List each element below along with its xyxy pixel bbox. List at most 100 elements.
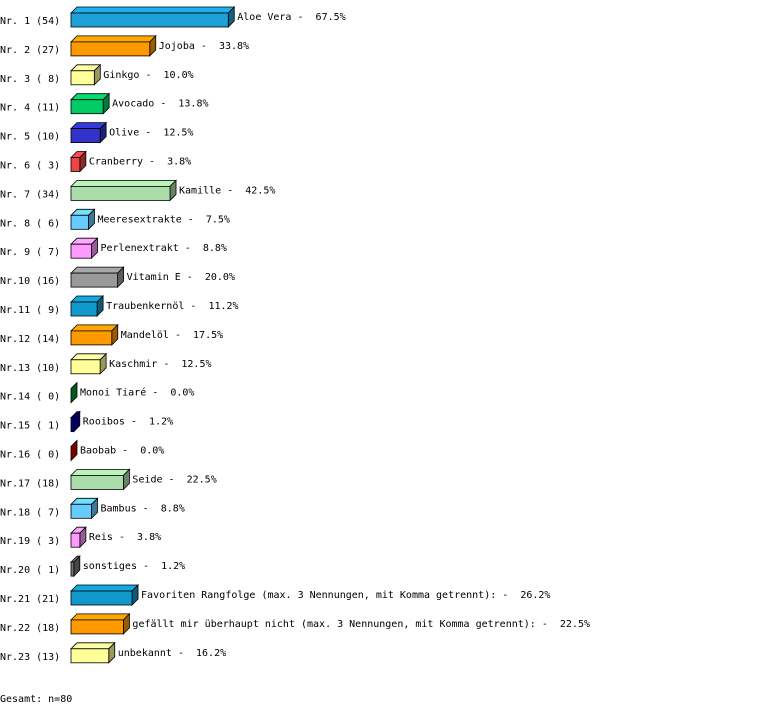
bar	[70, 474, 124, 490]
bar-top	[70, 266, 125, 274]
bar-top	[70, 35, 157, 43]
row-label: Nr. 5 (10)	[0, 132, 60, 143]
value-label: 22.5%	[187, 474, 217, 485]
value-label: 10.0%	[164, 70, 194, 81]
category-label: Baobab	[80, 446, 116, 457]
bar	[70, 272, 118, 288]
category-label: Monoi Tiaré	[80, 387, 146, 399]
row-label: Nr. 8 ( 6)	[0, 218, 60, 229]
label-separator: -	[169, 330, 193, 341]
row-label: Nr. 9 ( 7)	[0, 247, 60, 258]
bar	[70, 417, 75, 433]
category-label: Aloe Vera	[237, 12, 291, 23]
category-label: Reis	[89, 532, 113, 543]
value-label: 67.5%	[316, 12, 346, 23]
bar	[70, 561, 75, 577]
bar	[70, 590, 133, 606]
category-label: Mandelöl	[121, 330, 169, 341]
category-label: Favoriten Rangfolge (max. 3 Nennungen, m…	[141, 590, 496, 601]
row-label: Nr.19 ( 3)	[0, 536, 60, 547]
category-label: unbekannt	[118, 648, 172, 659]
bar-label: Perlenextrakt - 8.8%	[101, 243, 227, 254]
label-separator: -	[143, 157, 167, 168]
category-label: Perlenextrakt	[101, 243, 179, 254]
bar-side	[70, 439, 78, 462]
bar	[70, 532, 81, 548]
bar-top	[70, 6, 236, 14]
label-separator: -	[137, 561, 161, 572]
bar-label: Ginkgo - 10.0%	[103, 70, 193, 81]
row-label: Nr. 4 (11)	[0, 103, 60, 114]
bar	[70, 185, 171, 201]
bar-top	[70, 613, 131, 621]
value-label: 8.8%	[161, 503, 185, 514]
value-label: 17.5%	[193, 330, 223, 341]
bar	[70, 128, 101, 144]
bar-label: Aloe Vera - 67.5%	[237, 12, 345, 23]
value-label: 20.0%	[205, 272, 235, 283]
bar-label: Bambus - 8.8%	[101, 503, 185, 514]
value-label: 13.8%	[178, 99, 208, 110]
value-label: 42.5%	[245, 185, 275, 196]
value-label: 22.5%	[560, 619, 590, 630]
bar-label: Monoi Tiaré - 0.0%	[80, 387, 194, 399]
bar-label: Favoriten Rangfolge (max. 3 Nennungen, m…	[141, 590, 550, 601]
value-label: 12.5%	[181, 359, 211, 370]
row-label: Nr.13 (10)	[0, 363, 60, 374]
bar	[70, 330, 113, 346]
value-label: 12.5%	[163, 128, 193, 139]
label-separator: -	[221, 185, 245, 196]
label-separator: -	[182, 214, 206, 225]
value-label: 0.0%	[140, 446, 164, 457]
row-label: Nr.14 ( 0)	[0, 392, 60, 403]
row-label: Nr.12 (14)	[0, 334, 60, 345]
row-label: Nr.18 ( 7)	[0, 507, 60, 518]
category-label: Avocado	[112, 99, 154, 110]
row-label: Nr. 1 (54)	[0, 16, 60, 27]
row-label: Nr.21 (21)	[0, 594, 60, 605]
value-label: 1.2%	[149, 417, 173, 428]
bar-label: Jojoba - 33.8%	[159, 41, 249, 52]
row-label: Nr.10 (16)	[0, 276, 60, 287]
category-label: gefällt mir überhaupt nicht (max. 3 Nenn…	[132, 619, 535, 630]
row-label: Nr. 6 ( 3)	[0, 161, 60, 172]
row-label: Nr.11 ( 9)	[0, 305, 60, 316]
bar-label: sonstiges - 1.2%	[83, 561, 185, 572]
bar	[70, 214, 89, 230]
value-label: 3.8%	[167, 157, 191, 168]
row-label: Nr.23 (13)	[0, 652, 60, 663]
bar-top	[70, 93, 111, 101]
row-label: Nr. 7 (34)	[0, 189, 60, 200]
bar-label: Vitamin E - 20.0%	[127, 272, 235, 283]
category-label: Kaschmir	[109, 359, 157, 370]
category-label: Vitamin E	[127, 272, 181, 283]
bar-label: Traubenkernöl - 11.2%	[106, 301, 238, 312]
bar-top	[70, 468, 131, 476]
row-label: Nr.20 ( 1)	[0, 565, 60, 576]
bar	[70, 301, 98, 317]
bar-label: Mandelöl - 17.5%	[121, 330, 223, 341]
value-label: 7.5%	[206, 214, 230, 225]
bar	[70, 648, 110, 664]
row-label: Nr. 3 ( 8)	[0, 74, 60, 85]
bar	[70, 157, 81, 172]
bar-label: Avocado - 13.8%	[112, 99, 208, 110]
bar	[70, 70, 95, 86]
label-separator: -	[291, 12, 315, 23]
bar	[70, 619, 124, 635]
label-separator: -	[146, 388, 170, 399]
label-separator: -	[116, 446, 140, 457]
value-label: 26.2%	[520, 590, 550, 601]
bar-label: unbekannt - 16.2%	[118, 648, 226, 659]
category-label: Ginkgo	[103, 70, 139, 81]
bar	[70, 41, 151, 57]
bar-side	[70, 381, 78, 404]
label-separator: -	[157, 359, 181, 370]
label-separator: -	[172, 648, 196, 659]
value-label: 33.8%	[219, 41, 249, 52]
bar-label: Reis - 3.8%	[89, 532, 161, 543]
category-label: Olive	[109, 128, 139, 139]
bar-label: Kamille - 42.5%	[179, 185, 275, 196]
label-separator: -	[113, 532, 137, 543]
